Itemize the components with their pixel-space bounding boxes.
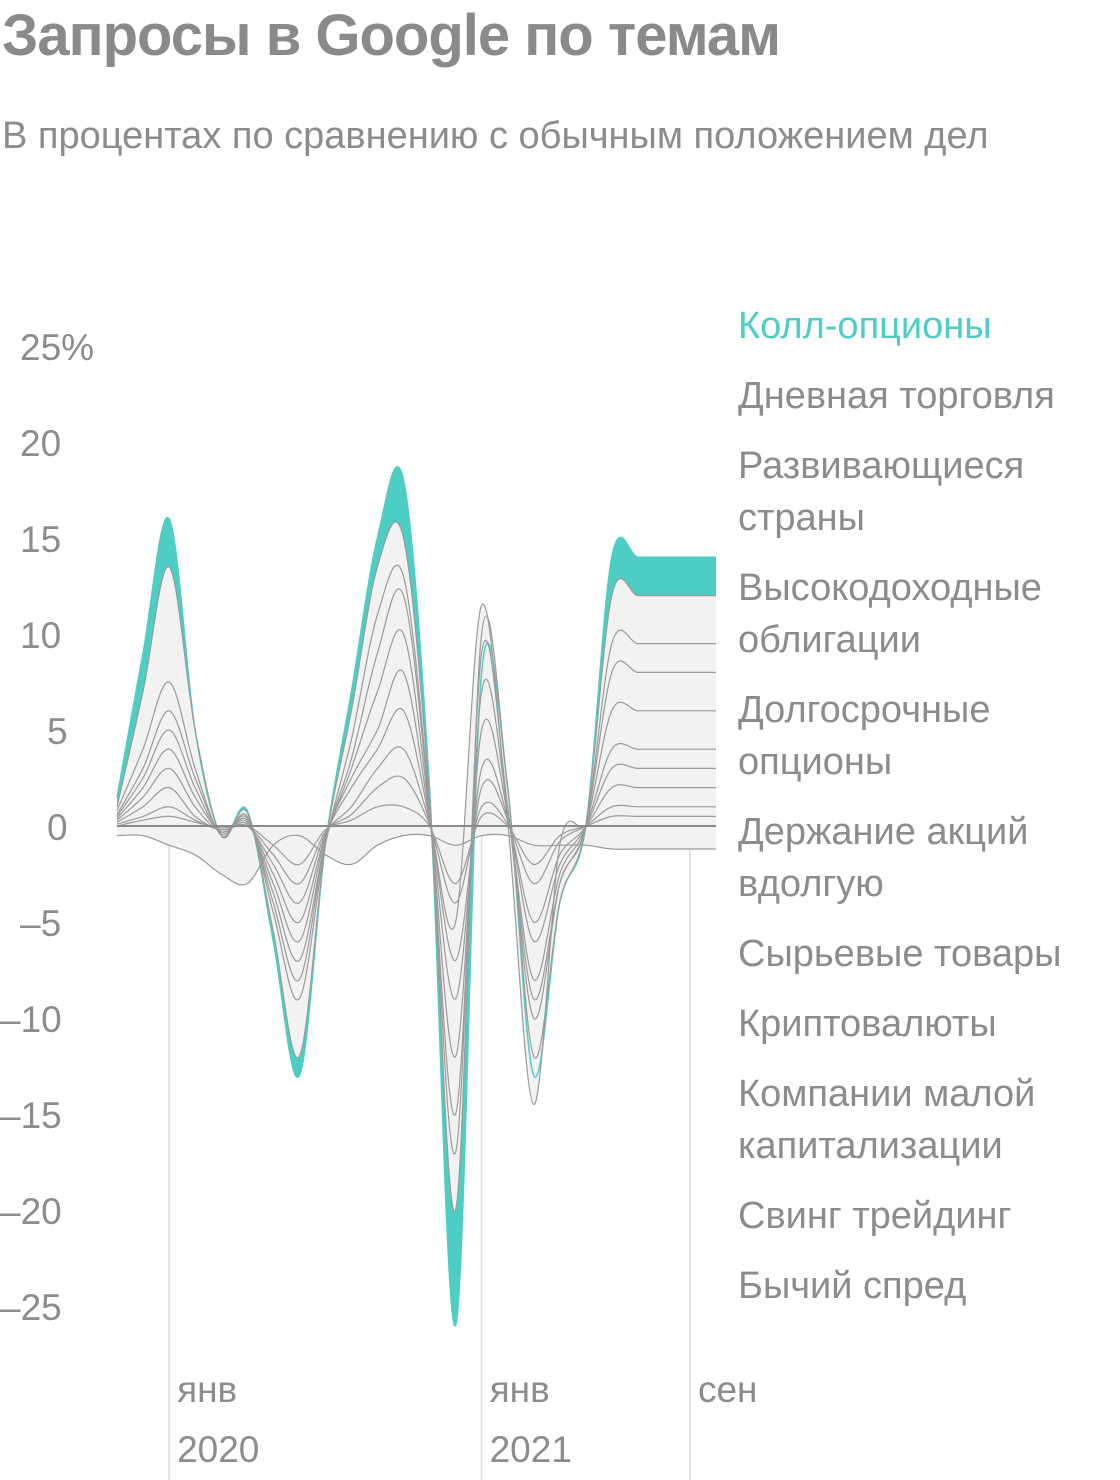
series-lines <box>116 466 716 1327</box>
legend-item: Держание акций вдолгую <box>738 811 1028 905</box>
series-line-4 <box>116 629 716 1058</box>
y-tick-label: 20 <box>20 423 61 464</box>
y-tick-label: –5 <box>20 903 61 944</box>
y-tick-label: –20 <box>0 1191 62 1232</box>
legend: Колл-опционы Дневная торговля Развивающиес… <box>738 305 1061 1307</box>
series-area-5 <box>117 669 716 1000</box>
x-tick-year: 2021 <box>490 1429 572 1470</box>
legend-item: Компании малой капитализации <box>738 1073 1035 1167</box>
series-line-9 <box>116 804 716 885</box>
legend-item: Дневная торговля <box>738 375 1055 417</box>
y-tick-label: –10 <box>0 999 62 1040</box>
legend-item: Высокодоходные облигации <box>738 567 1042 661</box>
y-tick-label: –25 <box>0 1287 62 1328</box>
series-line-10 <box>116 833 716 886</box>
series-area-8 <box>117 776 716 903</box>
legend-item: Свинг трейдинг <box>738 1195 1011 1237</box>
legend-item: Криптовалюты <box>738 1003 997 1045</box>
y-tick-label: 15 <box>20 519 61 560</box>
legend-item: Долгосрочные опционы <box>738 689 990 783</box>
series-area-4 <box>117 629 716 1058</box>
series-line-3 <box>116 588 716 1116</box>
legend-item: Сырьевые товары <box>738 933 1061 975</box>
x-tick-month: янв <box>177 1369 237 1410</box>
series-area-9 <box>117 804 716 884</box>
chart-subtitle: В процентах по сравнению с обычным полож… <box>2 115 989 157</box>
y-tick-label: 25% <box>20 327 94 368</box>
chart-title: Запросы в Google по темам <box>2 3 781 68</box>
legend-item: Развивающиеся страны <box>738 445 1024 539</box>
y-tick-label: 5 <box>47 711 68 752</box>
y-tick-label: 0 <box>47 807 68 848</box>
series-area-6 <box>117 708 716 961</box>
x-tick-month: янв <box>490 1369 550 1410</box>
series-line-8 <box>116 775 716 904</box>
y-tick-label: –15 <box>0 1095 62 1136</box>
legend-item: Колл-опционы <box>738 305 992 347</box>
series-area-10 <box>117 826 716 885</box>
x-axis-ticks: янв 2020 янв 2021 сен <box>177 1369 757 1470</box>
y-tick-label: 10 <box>20 615 61 656</box>
legend-item: Бычий спред <box>738 1265 966 1307</box>
x-tick-year: 2020 <box>177 1429 259 1470</box>
x-tick-month: сен <box>698 1369 758 1410</box>
series-area-1 <box>117 521 716 1212</box>
series-area-3 <box>117 588 716 1116</box>
y-axis-ticks: 25% 20 15 10 5 0 –5 –10 –15 –20 –25 <box>0 327 94 1328</box>
